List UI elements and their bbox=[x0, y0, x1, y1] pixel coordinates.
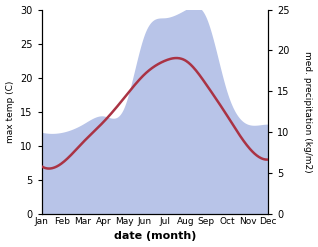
X-axis label: date (month): date (month) bbox=[114, 231, 196, 242]
Y-axis label: max temp (C): max temp (C) bbox=[5, 81, 15, 143]
Y-axis label: med. precipitation (kg/m2): med. precipitation (kg/m2) bbox=[303, 51, 313, 173]
